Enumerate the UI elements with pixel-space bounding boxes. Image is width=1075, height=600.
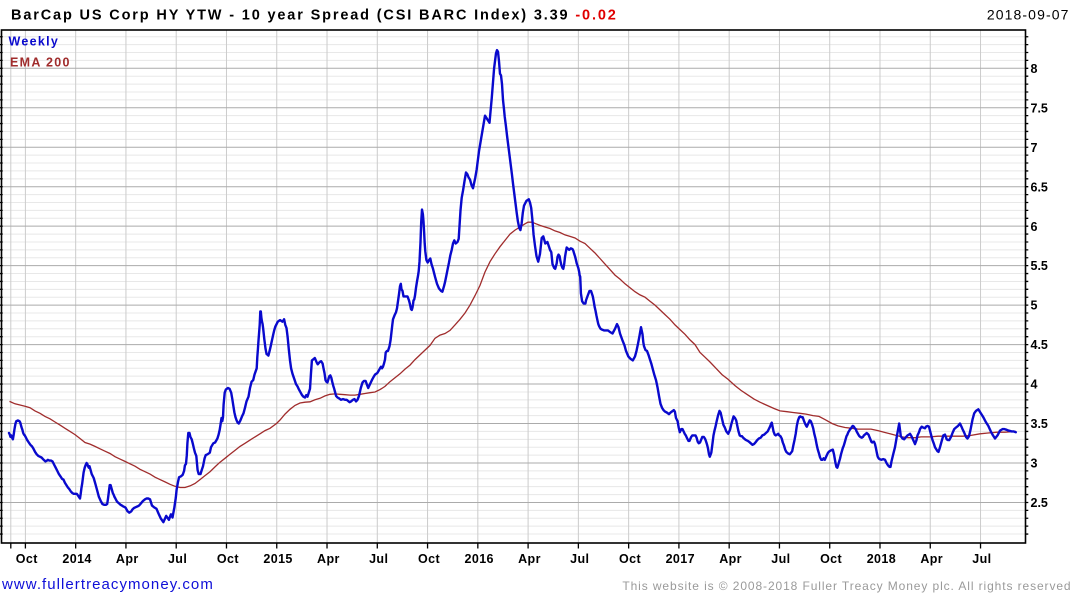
svg-text:6: 6 — [1031, 220, 1038, 234]
svg-text:4: 4 — [1031, 378, 1038, 392]
svg-text:4.5: 4.5 — [1031, 338, 1048, 352]
svg-text:Oct: Oct — [217, 552, 239, 566]
svg-text:Weekly: Weekly — [9, 35, 60, 49]
svg-text:Apr: Apr — [317, 552, 340, 566]
svg-text:3.5: 3.5 — [1031, 417, 1048, 431]
svg-text:Jul: Jul — [168, 552, 187, 566]
svg-text:2.5: 2.5 — [1031, 496, 1048, 510]
svg-text:5.5: 5.5 — [1031, 259, 1048, 273]
svg-text:Jul: Jul — [570, 552, 589, 566]
svg-text:2014: 2014 — [62, 552, 91, 566]
svg-text:Oct: Oct — [619, 552, 641, 566]
svg-text:Apr: Apr — [116, 552, 139, 566]
svg-text:Apr: Apr — [719, 552, 742, 566]
svg-text:Jul: Jul — [369, 552, 388, 566]
svg-text:2017: 2017 — [666, 552, 695, 566]
svg-text:Oct: Oct — [418, 552, 440, 566]
svg-text:3: 3 — [1031, 457, 1038, 471]
svg-text:BarCap US Corp HY YTW - 10 yea: BarCap US Corp HY YTW - 10 year Spread (… — [11, 7, 618, 23]
svg-text:2018: 2018 — [867, 552, 896, 566]
svg-text:6.5: 6.5 — [1031, 180, 1048, 194]
svg-text:2018-09-07: 2018-09-07 — [987, 7, 1070, 23]
svg-text:8: 8 — [1031, 62, 1038, 76]
svg-text:Apr: Apr — [920, 552, 943, 566]
svg-text:Oct: Oct — [16, 552, 38, 566]
svg-text:EMA 200: EMA 200 — [10, 56, 71, 70]
svg-text:7: 7 — [1031, 141, 1038, 155]
svg-text:Jul: Jul — [972, 552, 991, 566]
svg-text:This website is © 2008-2018 Fu: This website is © 2008-2018 Fuller Treac… — [622, 579, 1071, 593]
svg-text:2015: 2015 — [263, 552, 292, 566]
svg-text:2016: 2016 — [464, 552, 493, 566]
svg-text:Oct: Oct — [820, 552, 842, 566]
svg-text:Jul: Jul — [771, 552, 790, 566]
svg-text:7.5: 7.5 — [1031, 101, 1048, 115]
svg-text:www.fullertreacymoney.com: www.fullertreacymoney.com — [1, 576, 214, 593]
svg-text:Apr: Apr — [518, 552, 541, 566]
svg-text:5: 5 — [1031, 299, 1038, 313]
